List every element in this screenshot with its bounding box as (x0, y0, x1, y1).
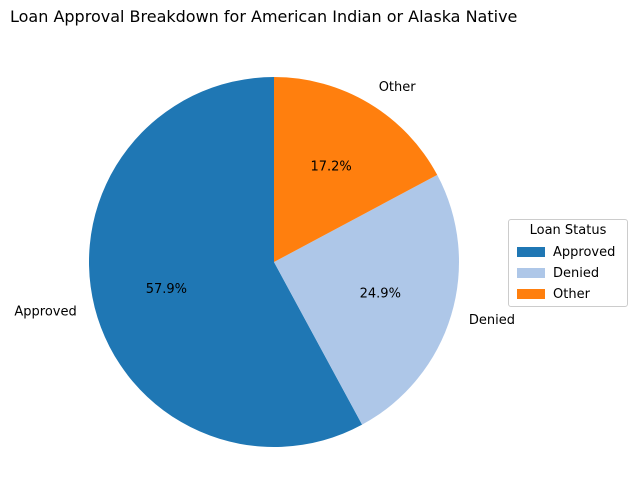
legend-entry-denied: Denied (517, 265, 599, 281)
pie-slice-denied (274, 174, 459, 425)
pie-slice-approved (89, 77, 363, 447)
pct-label-other: 17.2% (310, 159, 351, 174)
legend-label-denied: Denied (553, 265, 600, 281)
pct-label-approved: 57.9% (146, 282, 187, 297)
pct-label-denied: 24.9% (360, 286, 401, 301)
chart-title: Loan Approval Breakdown for American Ind… (10, 7, 518, 26)
slice-label-other: Other (379, 80, 417, 95)
legend-title: Loan Status (529, 223, 607, 238)
legend-label-approved: Approved (553, 244, 616, 260)
slice-label-denied: Denied (469, 313, 515, 328)
legend-entry-approved: Approved (517, 244, 615, 260)
pie-slice-other (274, 77, 438, 262)
slice-label-approved: Approved (14, 304, 76, 319)
legend-entry-other: Other (517, 286, 590, 302)
legend-swatch-other (517, 289, 545, 299)
legend-label-other: Other (553, 286, 590, 302)
legend: Loan Status Approved Denied Other (508, 219, 628, 307)
legend-swatch-denied (517, 268, 545, 278)
legend-swatch-approved (517, 247, 545, 257)
